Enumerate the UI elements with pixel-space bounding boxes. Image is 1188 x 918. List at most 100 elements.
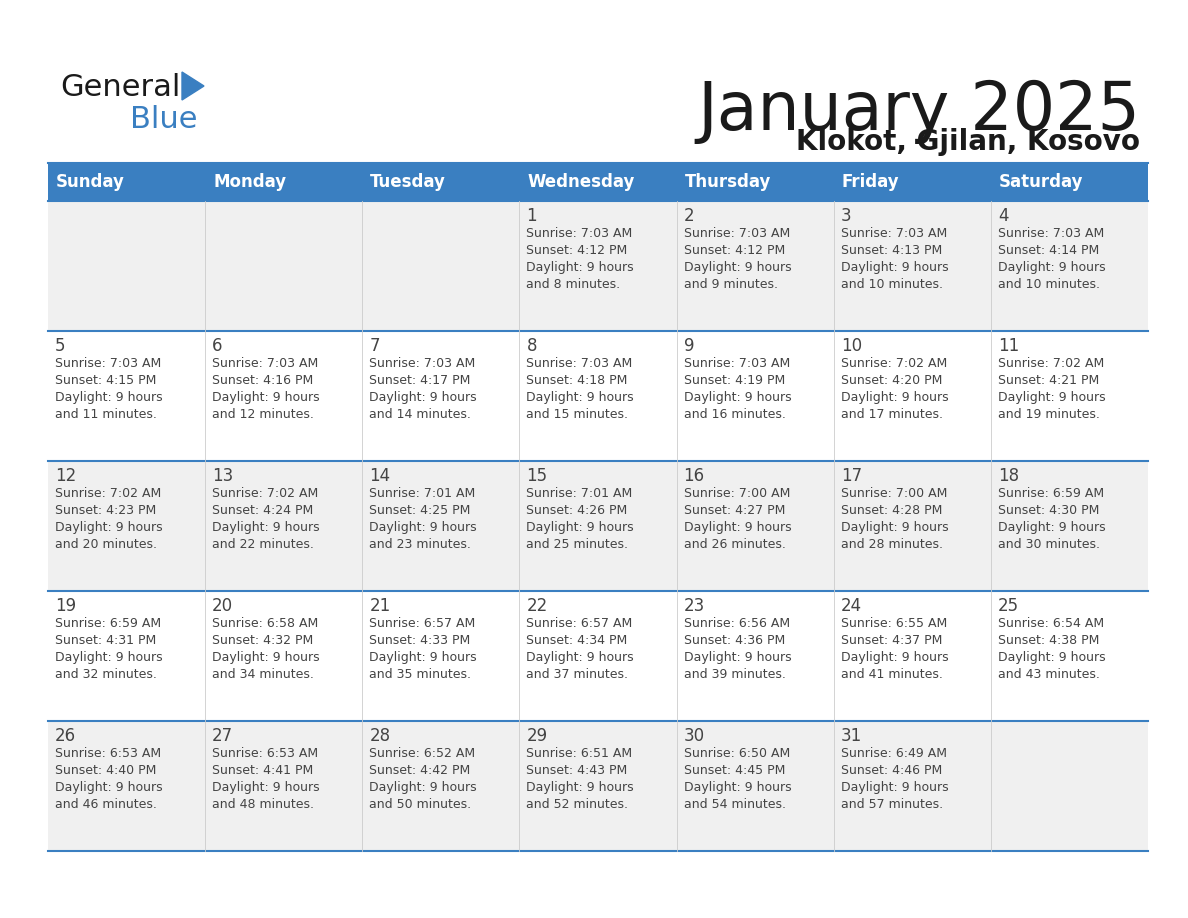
Text: Daylight: 9 hours: Daylight: 9 hours bbox=[213, 521, 320, 534]
Text: Friday: Friday bbox=[842, 173, 899, 191]
Text: Daylight: 9 hours: Daylight: 9 hours bbox=[683, 781, 791, 794]
Text: Daylight: 9 hours: Daylight: 9 hours bbox=[526, 261, 634, 274]
Bar bbox=[991, 163, 1148, 201]
Bar bbox=[48, 461, 1148, 591]
Text: Sunrise: 7:03 AM: Sunrise: 7:03 AM bbox=[213, 357, 318, 370]
Text: Sunset: 4:40 PM: Sunset: 4:40 PM bbox=[55, 764, 157, 777]
Text: Daylight: 9 hours: Daylight: 9 hours bbox=[683, 521, 791, 534]
Text: Sunset: 4:28 PM: Sunset: 4:28 PM bbox=[841, 504, 942, 517]
Text: Daylight: 9 hours: Daylight: 9 hours bbox=[526, 521, 634, 534]
Text: 22: 22 bbox=[526, 597, 548, 615]
Text: and 10 minutes.: and 10 minutes. bbox=[841, 278, 943, 291]
Text: and 10 minutes.: and 10 minutes. bbox=[998, 278, 1100, 291]
Text: 21: 21 bbox=[369, 597, 391, 615]
Text: and 9 minutes.: and 9 minutes. bbox=[683, 278, 778, 291]
Text: Sunset: 4:42 PM: Sunset: 4:42 PM bbox=[369, 764, 470, 777]
Text: Sunrise: 7:03 AM: Sunrise: 7:03 AM bbox=[998, 227, 1104, 240]
Text: and 34 minutes.: and 34 minutes. bbox=[213, 668, 314, 681]
Text: Sunrise: 7:02 AM: Sunrise: 7:02 AM bbox=[55, 487, 162, 500]
Text: Sunset: 4:38 PM: Sunset: 4:38 PM bbox=[998, 634, 1099, 647]
Text: and 41 minutes.: and 41 minutes. bbox=[841, 668, 942, 681]
Text: Sunset: 4:32 PM: Sunset: 4:32 PM bbox=[213, 634, 314, 647]
Text: Sunset: 4:13 PM: Sunset: 4:13 PM bbox=[841, 244, 942, 257]
Text: Sunset: 4:33 PM: Sunset: 4:33 PM bbox=[369, 634, 470, 647]
Text: Daylight: 9 hours: Daylight: 9 hours bbox=[841, 261, 948, 274]
Text: 10: 10 bbox=[841, 337, 861, 355]
Text: and 30 minutes.: and 30 minutes. bbox=[998, 538, 1100, 551]
Text: Sunrise: 6:58 AM: Sunrise: 6:58 AM bbox=[213, 617, 318, 630]
Bar bbox=[362, 163, 519, 201]
Text: Wednesday: Wednesday bbox=[527, 173, 634, 191]
Text: Daylight: 9 hours: Daylight: 9 hours bbox=[369, 651, 476, 664]
Text: Saturday: Saturday bbox=[999, 173, 1083, 191]
Text: Daylight: 9 hours: Daylight: 9 hours bbox=[369, 781, 476, 794]
Text: Sunset: 4:14 PM: Sunset: 4:14 PM bbox=[998, 244, 1099, 257]
Text: Sunset: 4:24 PM: Sunset: 4:24 PM bbox=[213, 504, 314, 517]
Text: Sunrise: 7:03 AM: Sunrise: 7:03 AM bbox=[526, 227, 633, 240]
Text: Sunrise: 7:02 AM: Sunrise: 7:02 AM bbox=[841, 357, 947, 370]
Text: Sunrise: 7:03 AM: Sunrise: 7:03 AM bbox=[683, 357, 790, 370]
Text: 20: 20 bbox=[213, 597, 233, 615]
Text: Sunrise: 6:52 AM: Sunrise: 6:52 AM bbox=[369, 747, 475, 760]
Text: Sunset: 4:19 PM: Sunset: 4:19 PM bbox=[683, 374, 785, 387]
Text: Sunday: Sunday bbox=[56, 173, 125, 191]
Text: Daylight: 9 hours: Daylight: 9 hours bbox=[683, 261, 791, 274]
Text: Daylight: 9 hours: Daylight: 9 hours bbox=[213, 781, 320, 794]
Text: and 23 minutes.: and 23 minutes. bbox=[369, 538, 472, 551]
Text: Tuesday: Tuesday bbox=[371, 173, 447, 191]
Text: Sunrise: 6:59 AM: Sunrise: 6:59 AM bbox=[55, 617, 162, 630]
Text: Sunset: 4:36 PM: Sunset: 4:36 PM bbox=[683, 634, 785, 647]
Text: 8: 8 bbox=[526, 337, 537, 355]
Text: Sunrise: 6:49 AM: Sunrise: 6:49 AM bbox=[841, 747, 947, 760]
Text: Daylight: 9 hours: Daylight: 9 hours bbox=[683, 651, 791, 664]
Text: Sunset: 4:25 PM: Sunset: 4:25 PM bbox=[369, 504, 470, 517]
Text: Daylight: 9 hours: Daylight: 9 hours bbox=[369, 521, 476, 534]
Text: Sunset: 4:43 PM: Sunset: 4:43 PM bbox=[526, 764, 627, 777]
Text: and 37 minutes.: and 37 minutes. bbox=[526, 668, 628, 681]
Text: Sunset: 4:45 PM: Sunset: 4:45 PM bbox=[683, 764, 785, 777]
Text: Sunrise: 7:03 AM: Sunrise: 7:03 AM bbox=[55, 357, 162, 370]
Text: Sunset: 4:15 PM: Sunset: 4:15 PM bbox=[55, 374, 157, 387]
Text: Sunrise: 7:03 AM: Sunrise: 7:03 AM bbox=[369, 357, 475, 370]
Text: Daylight: 9 hours: Daylight: 9 hours bbox=[998, 651, 1106, 664]
Text: Daylight: 9 hours: Daylight: 9 hours bbox=[526, 391, 634, 404]
Text: Sunset: 4:41 PM: Sunset: 4:41 PM bbox=[213, 764, 314, 777]
Text: and 15 minutes.: and 15 minutes. bbox=[526, 408, 628, 421]
Text: Sunset: 4:17 PM: Sunset: 4:17 PM bbox=[369, 374, 470, 387]
Bar bbox=[677, 163, 834, 201]
Text: 13: 13 bbox=[213, 467, 233, 485]
Text: Sunset: 4:26 PM: Sunset: 4:26 PM bbox=[526, 504, 627, 517]
Text: 24: 24 bbox=[841, 597, 861, 615]
Text: Sunrise: 6:55 AM: Sunrise: 6:55 AM bbox=[841, 617, 947, 630]
Text: Sunset: 4:46 PM: Sunset: 4:46 PM bbox=[841, 764, 942, 777]
Text: 12: 12 bbox=[55, 467, 76, 485]
Text: Sunrise: 7:00 AM: Sunrise: 7:00 AM bbox=[683, 487, 790, 500]
Text: Sunset: 4:12 PM: Sunset: 4:12 PM bbox=[683, 244, 785, 257]
Text: Sunrise: 6:53 AM: Sunrise: 6:53 AM bbox=[213, 747, 318, 760]
Text: and 26 minutes.: and 26 minutes. bbox=[683, 538, 785, 551]
Text: Daylight: 9 hours: Daylight: 9 hours bbox=[998, 391, 1106, 404]
Text: Daylight: 9 hours: Daylight: 9 hours bbox=[841, 521, 948, 534]
Text: 19: 19 bbox=[55, 597, 76, 615]
Text: Sunrise: 6:51 AM: Sunrise: 6:51 AM bbox=[526, 747, 632, 760]
Text: General: General bbox=[61, 73, 181, 102]
Text: Sunrise: 7:01 AM: Sunrise: 7:01 AM bbox=[526, 487, 633, 500]
Text: 3: 3 bbox=[841, 207, 852, 225]
Text: Sunset: 4:20 PM: Sunset: 4:20 PM bbox=[841, 374, 942, 387]
Text: and 32 minutes.: and 32 minutes. bbox=[55, 668, 157, 681]
Text: and 12 minutes.: and 12 minutes. bbox=[213, 408, 314, 421]
Text: Sunrise: 7:03 AM: Sunrise: 7:03 AM bbox=[526, 357, 633, 370]
Text: Daylight: 9 hours: Daylight: 9 hours bbox=[55, 781, 163, 794]
Text: Sunrise: 7:03 AM: Sunrise: 7:03 AM bbox=[683, 227, 790, 240]
Text: Daylight: 9 hours: Daylight: 9 hours bbox=[55, 651, 163, 664]
Bar bbox=[48, 331, 1148, 461]
Text: Daylight: 9 hours: Daylight: 9 hours bbox=[683, 391, 791, 404]
Bar bbox=[834, 163, 991, 201]
Text: 4: 4 bbox=[998, 207, 1009, 225]
Text: Sunset: 4:34 PM: Sunset: 4:34 PM bbox=[526, 634, 627, 647]
Text: Sunrise: 7:02 AM: Sunrise: 7:02 AM bbox=[213, 487, 318, 500]
Text: Monday: Monday bbox=[213, 173, 286, 191]
Bar bbox=[519, 163, 677, 201]
Text: 30: 30 bbox=[683, 727, 704, 745]
Text: 28: 28 bbox=[369, 727, 391, 745]
